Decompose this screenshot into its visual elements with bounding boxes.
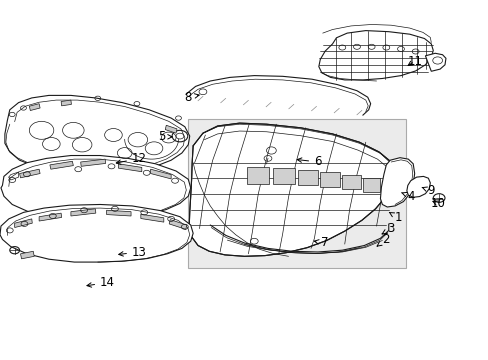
Polygon shape: [150, 169, 171, 179]
Text: 4: 4: [401, 190, 414, 203]
Text: 9: 9: [421, 184, 434, 197]
Polygon shape: [272, 168, 294, 184]
Text: 12: 12: [116, 152, 146, 165]
Polygon shape: [298, 170, 317, 185]
Text: 5: 5: [157, 130, 172, 143]
Text: 3: 3: [381, 222, 394, 235]
FancyBboxPatch shape: [188, 119, 405, 268]
Polygon shape: [81, 159, 105, 166]
Polygon shape: [20, 169, 40, 178]
Polygon shape: [61, 100, 71, 106]
Polygon shape: [320, 172, 339, 187]
Text: 13: 13: [119, 246, 146, 258]
Text: 6: 6: [297, 156, 321, 168]
Polygon shape: [380, 158, 414, 207]
Text: 8: 8: [184, 91, 199, 104]
Polygon shape: [406, 176, 429, 197]
Polygon shape: [165, 125, 177, 133]
Polygon shape: [71, 209, 96, 216]
Polygon shape: [189, 123, 394, 256]
Text: 1: 1: [388, 211, 402, 224]
Polygon shape: [141, 214, 163, 222]
Polygon shape: [342, 175, 360, 189]
Polygon shape: [0, 204, 193, 262]
Text: 11: 11: [407, 55, 421, 68]
Polygon shape: [29, 104, 40, 111]
Polygon shape: [50, 161, 73, 169]
Text: 10: 10: [429, 197, 444, 210]
Polygon shape: [106, 210, 131, 216]
Text: 2: 2: [376, 233, 389, 246]
Text: 7: 7: [314, 237, 328, 249]
Text: 14: 14: [87, 276, 115, 289]
Polygon shape: [15, 219, 32, 228]
Polygon shape: [169, 220, 186, 229]
Polygon shape: [39, 213, 61, 221]
Polygon shape: [425, 53, 445, 71]
Polygon shape: [5, 95, 189, 175]
Polygon shape: [362, 178, 380, 192]
Polygon shape: [1, 156, 190, 220]
Polygon shape: [246, 167, 268, 184]
Polygon shape: [118, 164, 142, 172]
Polygon shape: [318, 31, 432, 80]
Polygon shape: [20, 251, 34, 259]
